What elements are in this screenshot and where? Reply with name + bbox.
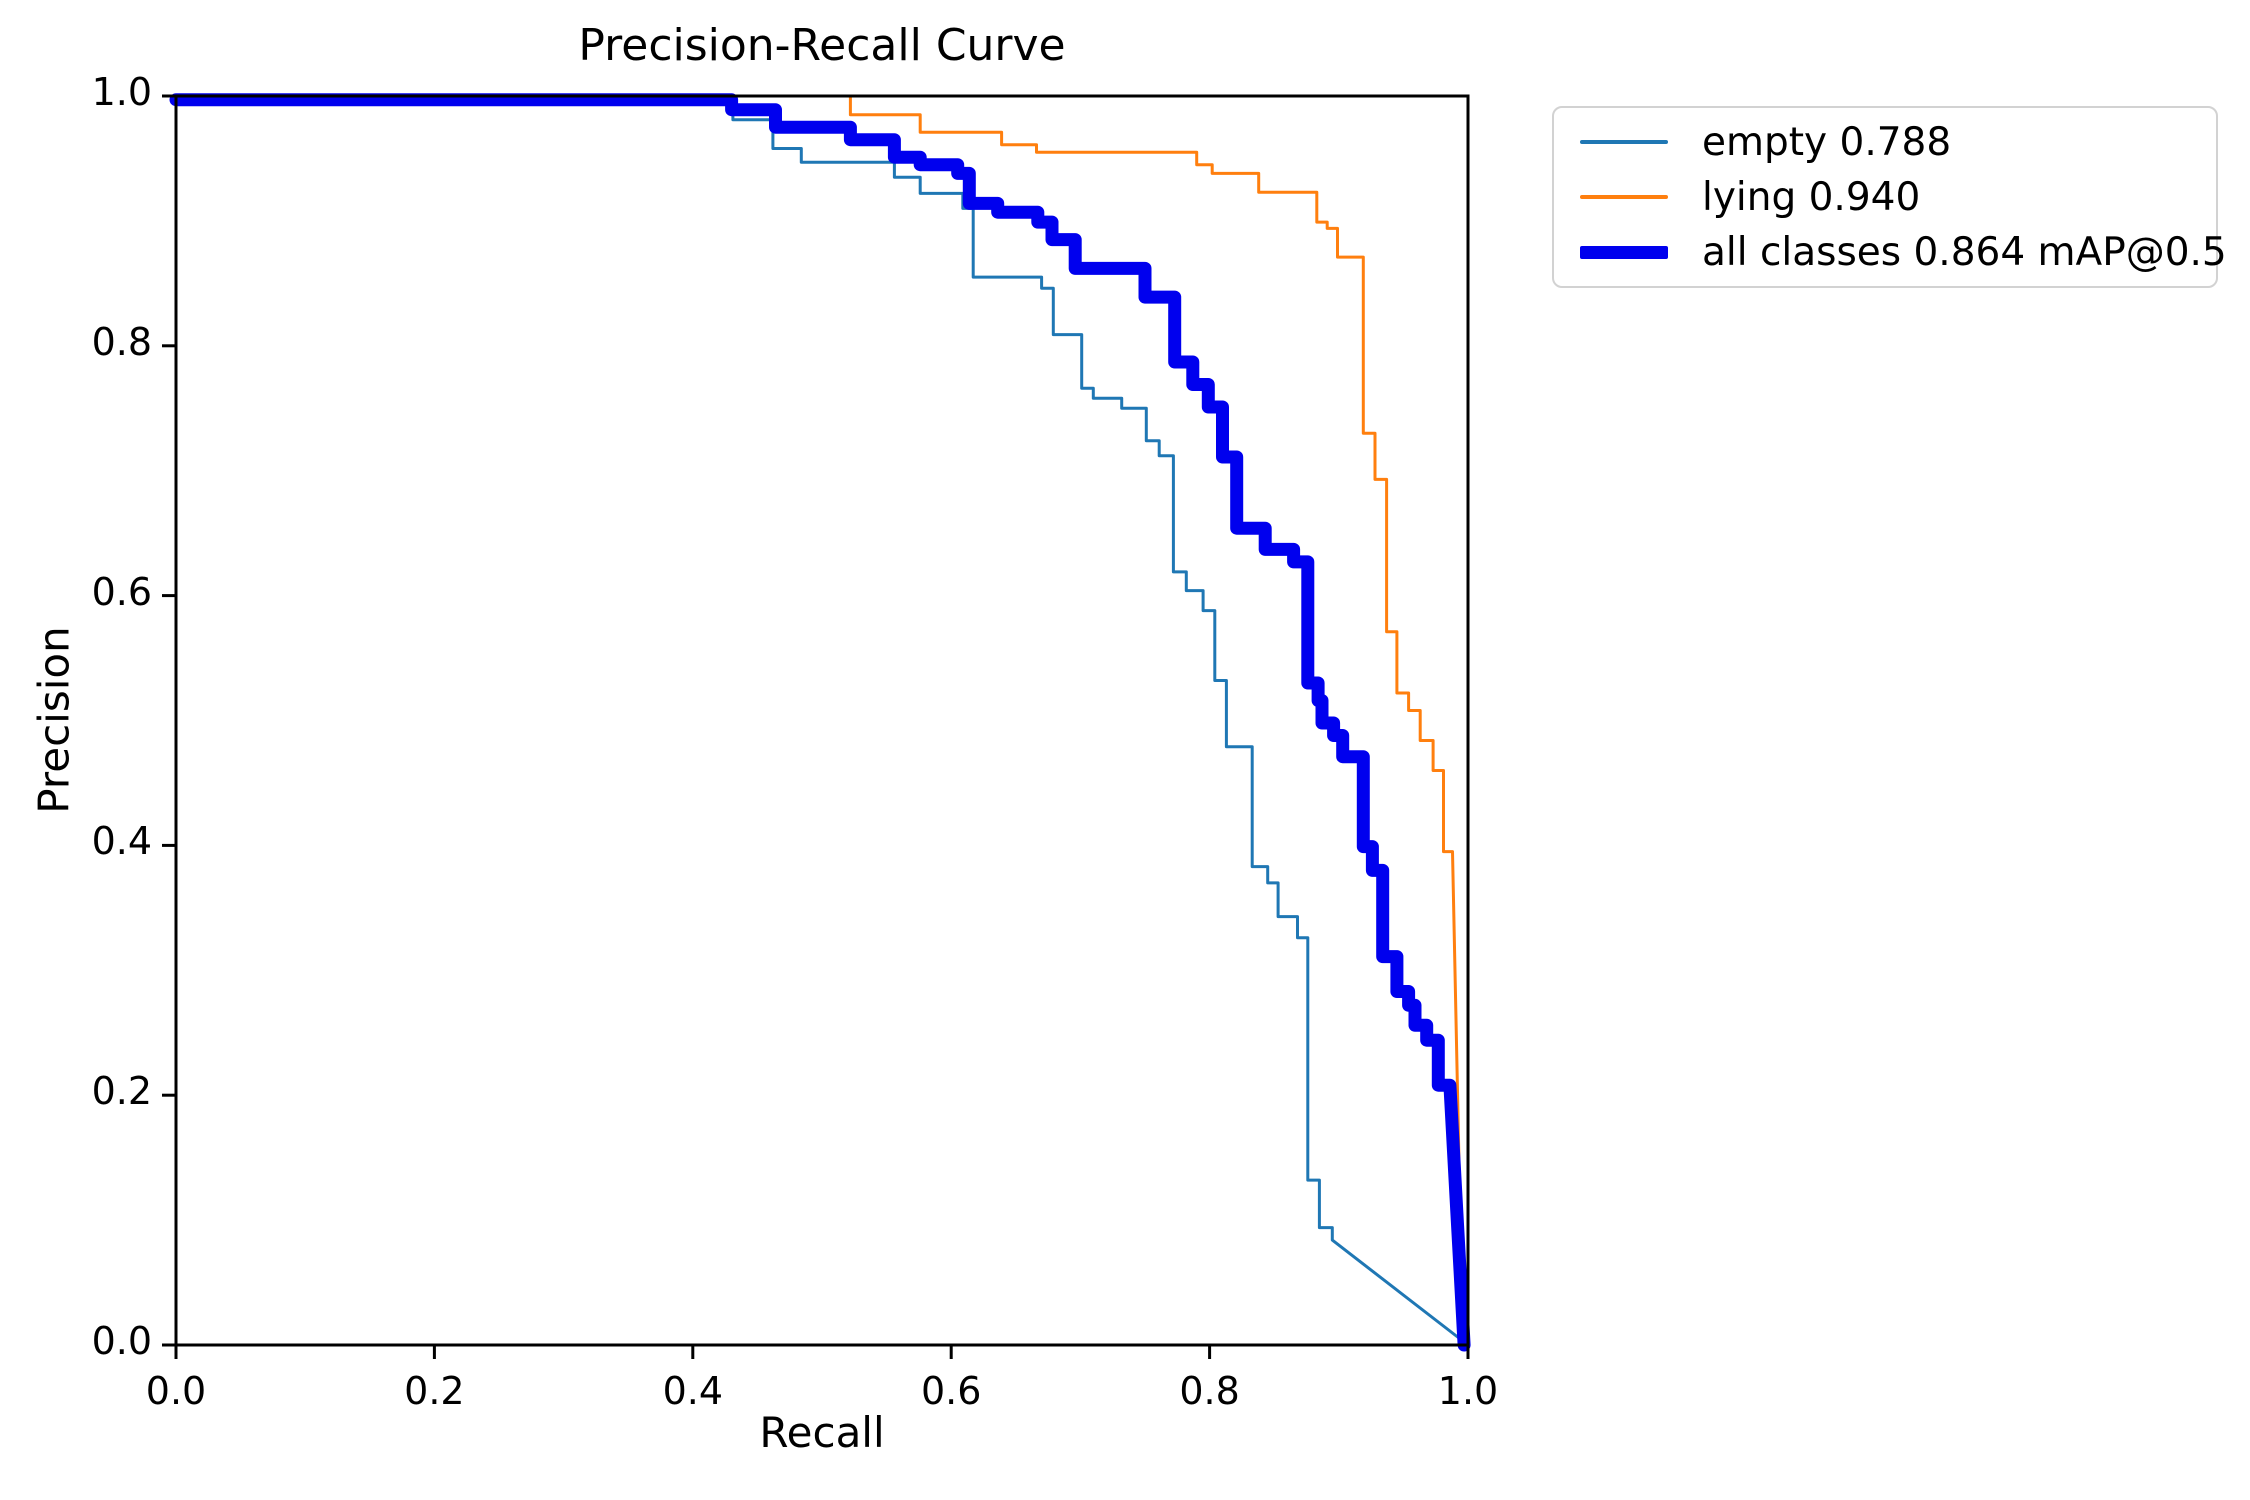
y-tick-label: 0.0 (91, 1319, 152, 1363)
legend-line-sample-all-classes (1580, 245, 1668, 259)
legend-entry-all-classes: all classes 0.864 mAP@0.5 (1554, 225, 2227, 279)
x-tick-label: 0.4 (662, 1369, 724, 1413)
legend-label-empty: empty 0.788 (1702, 119, 1952, 165)
curve-lying (174, 94, 1465, 1347)
curve-all-classes (169, 93, 1471, 1352)
legend-line-sample-lying (1580, 195, 1668, 199)
legend-label-all-classes: all classes 0.864 mAP@0.5 (1702, 229, 2227, 275)
y-tick-label: 1.0 (91, 70, 152, 114)
x-tick-label: 0.6 (920, 1369, 982, 1413)
legend-entry-empty: empty 0.788 (1554, 115, 2216, 169)
x-tick-label: 0.2 (404, 1369, 465, 1413)
y-tick-label: 0.6 (91, 569, 152, 614)
y-tick-label: 0.8 (91, 319, 152, 364)
curve-empty (174, 98, 1470, 1347)
x-tick-label: 0.8 (1179, 1369, 1240, 1413)
x-axis-label: Recall (759, 1408, 885, 1457)
x-tick-label: 1.0 (1437, 1369, 1499, 1413)
legend-entry-lying: lying 0.940 (1554, 170, 2216, 224)
y-tick-label: 0.4 (91, 819, 152, 864)
y-axis-label: Precision (29, 626, 79, 814)
legend-label-lying: lying 0.940 (1702, 174, 1921, 220)
legend-line-sample-empty (1580, 140, 1668, 144)
chart-title: Precision-Recall Curve (578, 20, 1066, 71)
y-tick-label: 0.2 (91, 1069, 152, 1114)
x-tick-label: 0.0 (145, 1369, 207, 1413)
legend: empty 0.788 lying 0.940 all classes 0.86… (1552, 106, 2227, 288)
axes-box (174, 94, 1470, 1347)
